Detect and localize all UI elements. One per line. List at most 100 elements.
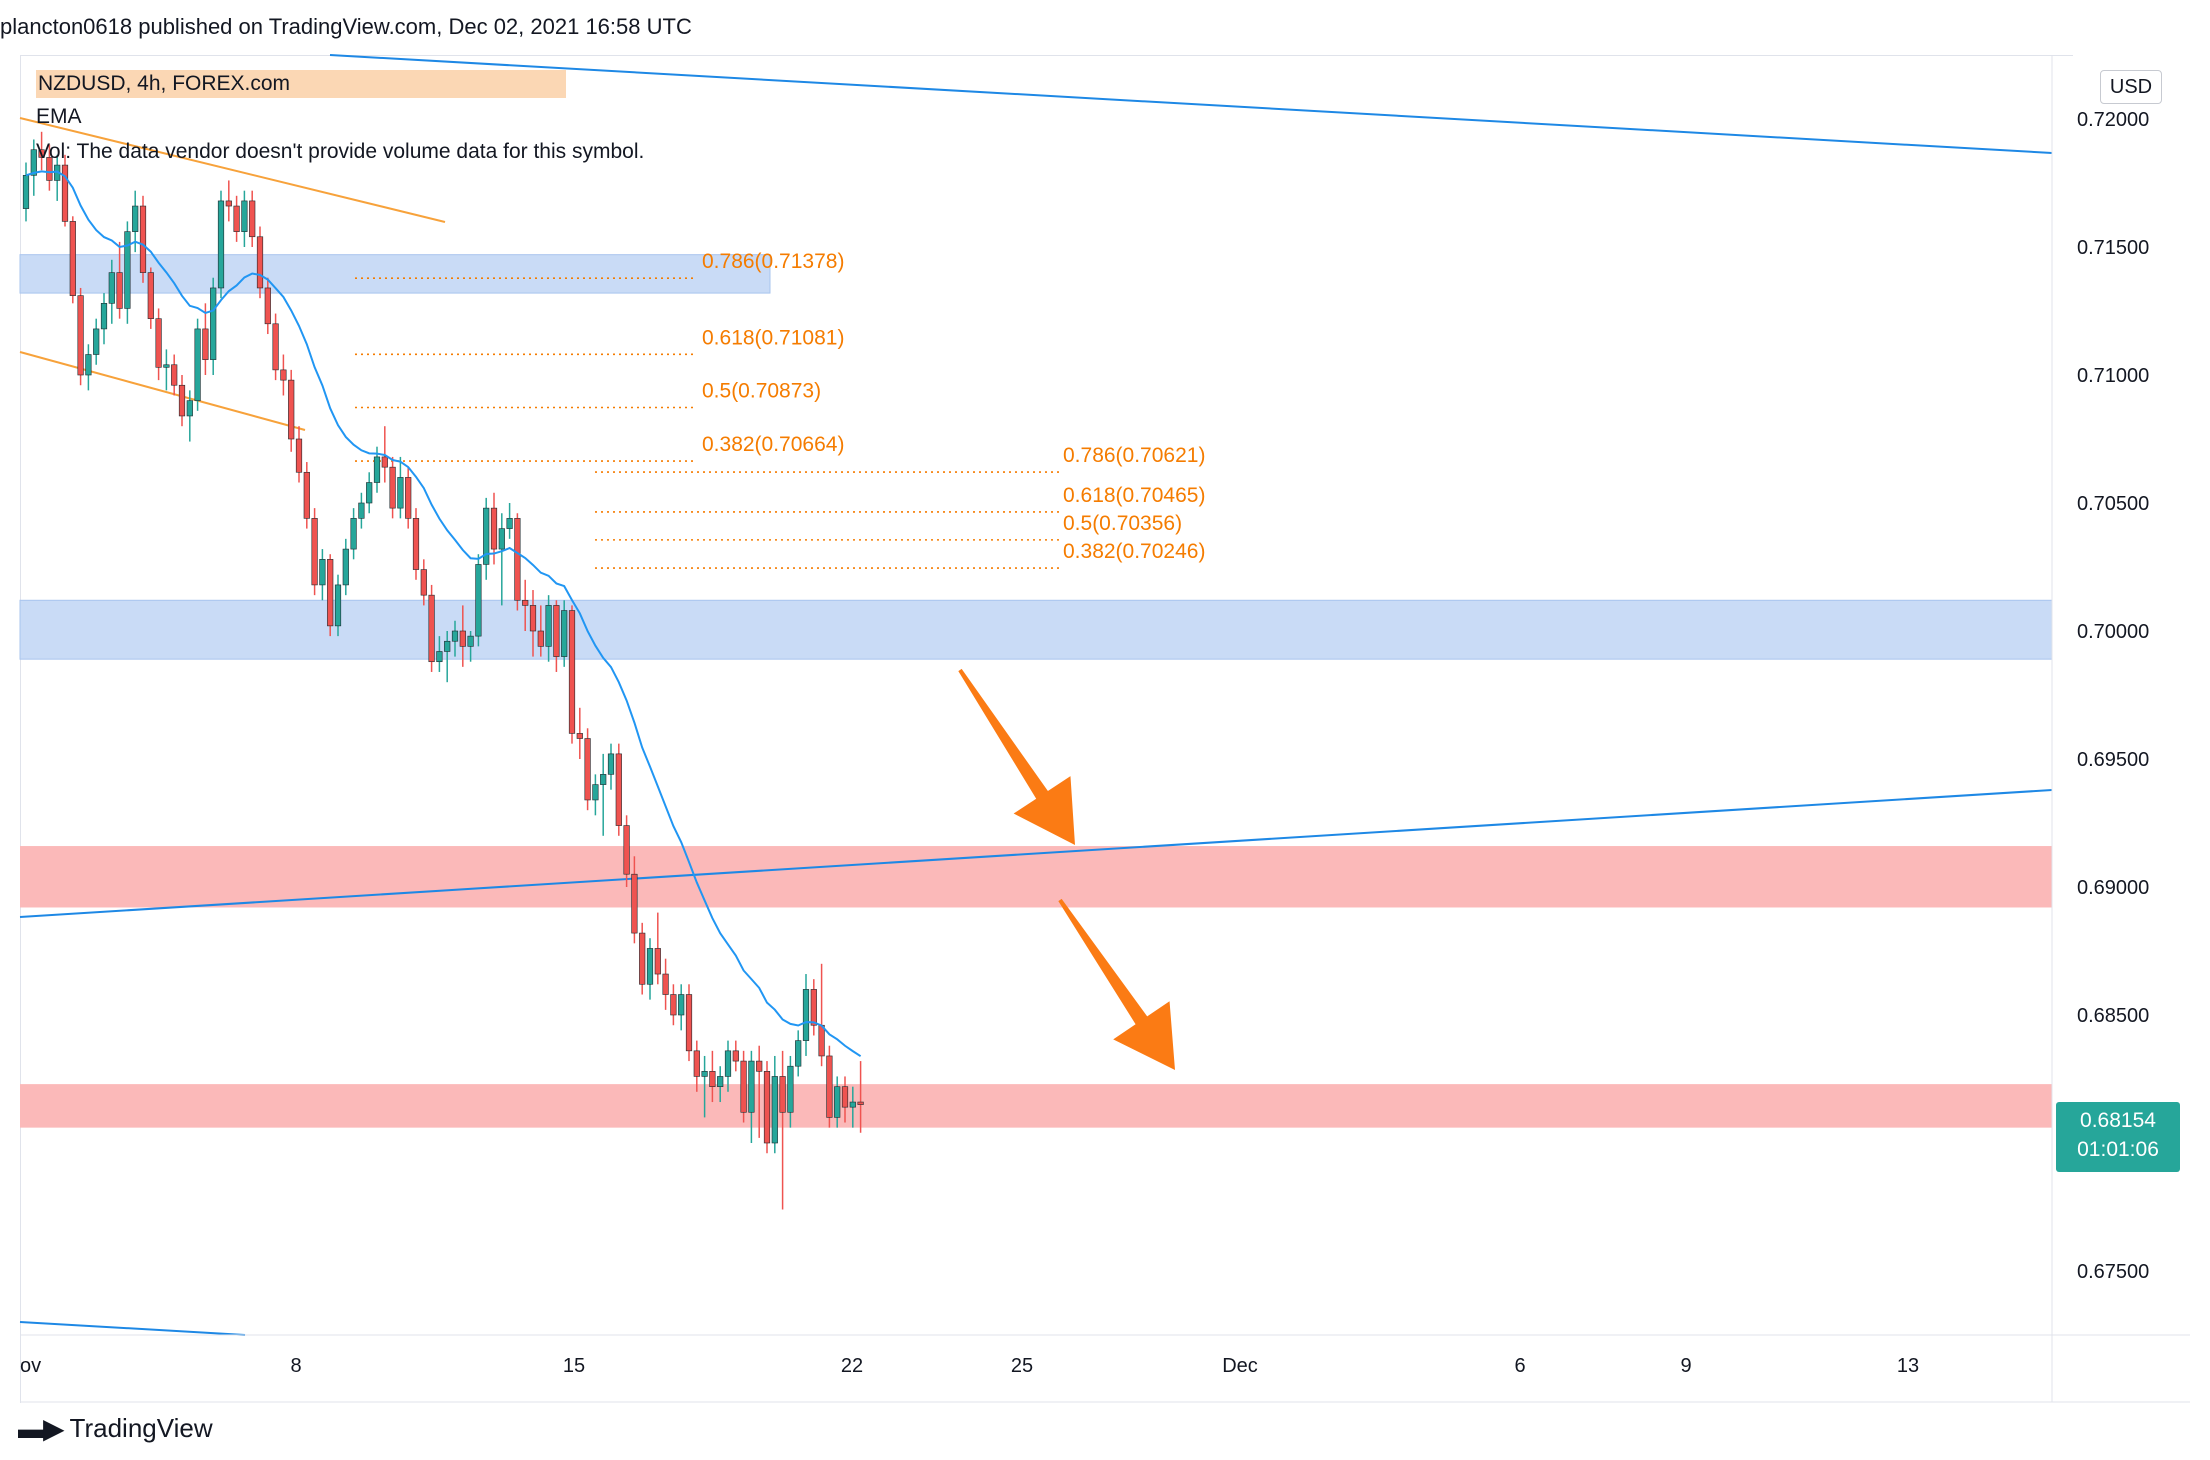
- candle: [178, 375, 186, 427]
- price-tick-label: 0.69000: [2077, 877, 2149, 899]
- trendlines-layer: [19, 54, 2053, 1336]
- current-price-value: 0.68154: [2080, 1109, 2156, 1132]
- price-tick-label: 0.71500: [2077, 237, 2149, 259]
- candle: [389, 456, 396, 519]
- candle: [436, 636, 443, 672]
- candle: [327, 554, 334, 637]
- candle: [693, 1040, 700, 1092]
- bottom-trendline: [19, 1321, 246, 1336]
- fib-level-1-label: 0.786(0.71378): [702, 250, 844, 273]
- candle-body: [272, 323, 279, 371]
- time-tick-label: 8: [290, 1355, 301, 1377]
- candle: [631, 856, 638, 944]
- candle-body: [420, 569, 427, 596]
- candle: [124, 221, 131, 324]
- candle-body: [46, 157, 53, 181]
- currency-button[interactable]: USD: [2100, 70, 2162, 104]
- candle-body: [537, 630, 544, 647]
- candle: [584, 728, 591, 811]
- candle-body: [678, 994, 685, 1016]
- candle-body: [693, 1050, 700, 1077]
- candle-body: [787, 1065, 794, 1113]
- candle: [545, 595, 552, 662]
- time-tick-label: 6: [1514, 1355, 1525, 1377]
- candle-body: [295, 438, 303, 473]
- candle: [225, 180, 232, 222]
- candle: [810, 979, 817, 1036]
- tradingview-logo[interactable]: ▬▶ TradingView: [18, 1410, 213, 1446]
- candle: [366, 472, 373, 514]
- time-tick-label: 13: [1897, 1355, 1919, 1377]
- candle-body: [280, 369, 287, 381]
- candle-body: [436, 651, 443, 663]
- candle: [233, 195, 240, 242]
- candle-body: [771, 1076, 778, 1144]
- candle-body: [724, 1050, 732, 1077]
- candle: [288, 369, 295, 452]
- chart-pane[interactable]: [20, 55, 2073, 1403]
- candle-body: [366, 482, 373, 504]
- candle-body: [576, 733, 583, 739]
- candle-body: [779, 1076, 786, 1113]
- candle: [319, 549, 326, 601]
- candle-body: [93, 328, 100, 355]
- candle: [678, 984, 685, 1031]
- candle-body: [77, 295, 84, 376]
- legend-volume[interactable]: Vol: The data vendor doesn't provide vol…: [36, 140, 644, 164]
- legend-symbol[interactable]: NZDUSD, 4h, FOREX.com: [36, 70, 566, 98]
- candle-body: [373, 456, 381, 483]
- candle: [38, 131, 45, 171]
- candle-body: [139, 205, 147, 273]
- candle: [459, 605, 466, 667]
- candle: [397, 456, 404, 519]
- candle-body: [483, 507, 490, 565]
- candle: [576, 707, 583, 759]
- bar-countdown: 01:01:06: [2077, 1138, 2159, 1161]
- candle-body: [490, 507, 498, 550]
- candle: [93, 318, 100, 365]
- fib-level-2-label: 0.382(0.70246): [1063, 540, 1205, 563]
- candle-body: [311, 518, 318, 586]
- candle-body: [857, 1101, 864, 1105]
- candle: [529, 590, 537, 657]
- candle-body: [600, 774, 607, 785]
- candle: [171, 354, 178, 396]
- candle-body: [810, 989, 817, 1026]
- candle: [303, 462, 310, 529]
- candle-body: [342, 548, 349, 586]
- candle: [818, 963, 825, 1067]
- demand-zone: [20, 1084, 2052, 1128]
- candle-body: [389, 466, 396, 509]
- candle: [451, 620, 459, 657]
- candle: [857, 1061, 864, 1133]
- tradingview-logo-icon: ▬▶: [18, 1412, 65, 1444]
- candle: [342, 538, 349, 596]
- candle: [475, 554, 482, 647]
- candle-body: [654, 948, 661, 975]
- legend-ema[interactable]: EMA: [36, 105, 82, 128]
- down-arrow-2: [1058, 898, 1175, 1070]
- candle: [514, 513, 521, 611]
- upper-trendline: [329, 54, 2053, 154]
- supply-zone: [19, 254, 771, 294]
- publisher-line: plancton0618 published on TradingView.co…: [0, 14, 692, 39]
- price-tick-label: 0.71000: [2077, 365, 2149, 387]
- time-tick-label: 15: [563, 1355, 585, 1377]
- candle-body: [615, 753, 622, 826]
- candle: [202, 303, 209, 375]
- candle-body: [514, 518, 521, 601]
- candle-body: [740, 1060, 747, 1113]
- candle: [77, 287, 84, 386]
- candle-body: [264, 287, 271, 325]
- candle-body: [334, 584, 342, 627]
- candle-body: [100, 303, 108, 330]
- candle: [756, 1045, 763, 1138]
- candle-body: [350, 518, 357, 550]
- candle: [147, 267, 154, 329]
- candle: [600, 753, 607, 836]
- candle: [568, 605, 576, 744]
- candle-body: [30, 149, 37, 176]
- candle: [771, 1055, 778, 1154]
- candle-body: [709, 1071, 716, 1087]
